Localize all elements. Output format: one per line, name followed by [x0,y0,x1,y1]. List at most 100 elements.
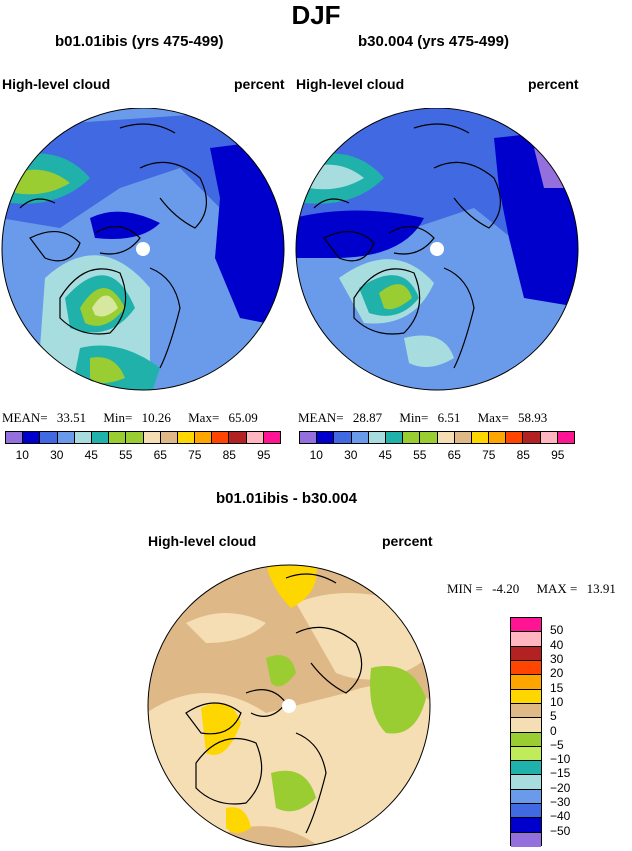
colorbar-tick-label: 0 [550,723,557,738]
colorbar-tick-label: 50 [550,623,564,638]
colorbar-swatch [506,432,524,443]
colorbar-tick-label: 65 [447,448,461,462]
panel-2-max: 58.93 [518,410,548,425]
diff-max-label: MAX = [536,581,578,596]
colorbar-swatch [160,432,178,443]
colorbar-tick-label: 45 [84,448,98,462]
colorbar-tick-label: −10 [550,752,571,767]
panel-2-title: b30.004 (yrs 475-499) [358,33,509,50]
colorbar-swatch [557,432,574,443]
colorbar-swatch [57,432,75,443]
colorbar-tick-label: 10 [550,694,564,709]
colorbar-swatch [511,632,541,647]
panel-2-min: 6.51 [437,410,461,425]
colorbar-swatch [454,432,472,443]
panel-2-stats: MEAN= 28.87 Min= 6.51 Max= 58.93 [298,410,547,426]
colorbar-swatch [511,746,541,762]
colorbar-swatch [109,432,127,443]
colorbar-tick-label: −15 [550,766,571,781]
panel-2-mean: 28.87 [352,410,383,425]
colorbar-swatch [195,432,213,443]
colorbar-swatch [177,432,196,443]
panel-1-colorbar [5,431,281,444]
colorbar-tick-label: 95 [257,448,271,462]
panel-1-variable: High-level cloud [2,76,111,92]
colorbar-swatch [511,675,541,690]
colorbar-tick-label: 30 [50,448,64,462]
colorbar-swatch [334,432,352,443]
colorbar-tick-label: 95 [551,448,565,462]
panel-1-max: 65.09 [228,410,258,425]
panel-1-stats: MEAN= 33.51 Min= 10.26 Max= 65.09 [2,410,258,426]
colorbar-swatch [511,832,541,847]
colorbar-swatch [511,761,541,776]
colorbar-swatch [511,703,541,719]
colorbar-tick-label: 75 [188,448,202,462]
figure-title: DJF [291,0,341,30]
panel-1-min-label: Min= [103,410,133,425]
diff-units: percent [382,533,433,549]
panel-2-units: percent [528,76,579,92]
colorbar-swatch [471,432,490,443]
diff-stats: MIN = -4.20 MAX = 13.91 [447,581,616,597]
colorbar-tick-label: −5 [550,737,564,752]
colorbar-tick-label: 65 [153,448,167,462]
colorbar-tick-label: 30 [550,651,564,666]
colorbar-tick-label: 55 [413,448,427,462]
colorbar-swatch [489,432,507,443]
colorbar-swatch [403,432,421,443]
colorbar-tick-label: 55 [119,448,133,462]
colorbar-swatch [511,618,541,633]
panel-1-title: b01.01ibis (yrs 475-499) [55,33,224,50]
panel-1-mean: 33.51 [56,410,87,425]
diff-max: 13.91 [586,581,616,596]
colorbar-swatch [300,432,318,443]
colorbar-swatch [511,689,541,704]
panel-2-mean-label: MEAN= [298,410,344,425]
colorbar-swatch [40,432,58,443]
panel-1-colorbar-labels: 10 30 45 55 65 75 85 95 [5,448,281,464]
colorbar-swatch [523,432,541,443]
colorbar-swatch [368,432,386,443]
diff-min: -4.20 [492,581,520,596]
colorbar-swatch [511,818,541,833]
colorbar-swatch [126,432,144,443]
colorbar-tick-label: −20 [550,780,571,795]
colorbar-tick-label: 15 [550,680,564,695]
colorbar-swatch [74,432,92,443]
colorbar-tick-label: 40 [550,637,564,652]
colorbar-tick-label: −30 [550,795,571,810]
colorbar-swatch [511,660,541,676]
colorbar-swatch [246,432,264,443]
colorbar-tick-label: 10 [15,448,29,462]
panel-2-map [295,108,579,391]
colorbar-swatch [511,789,541,805]
panel-1-max-label: Max= [188,410,220,425]
panel-2-colorbar-labels: 10 30 45 55 65 75 85 95 [299,448,575,464]
colorbar-swatch [6,432,24,443]
colorbar-swatch [212,432,230,443]
colorbar-swatch [229,432,247,443]
panel-1-units: percent [234,76,285,92]
panel-1-map [1,108,285,391]
colorbar-swatch [511,646,541,661]
diff-title: b01.01ibis - b30.004 [216,490,357,507]
colorbar-tick-label: 45 [378,448,392,462]
diff-variable: High-level cloud [148,533,257,549]
panel-2-max-label: Max= [477,410,509,425]
colorbar-swatch [540,432,558,443]
diff-map [147,564,431,848]
colorbar-swatch [511,732,541,747]
colorbar-swatch [23,432,41,443]
panel-2-variable: High-level cloud [296,76,405,92]
colorbar-swatch [511,775,541,790]
colorbar-tick-label: 85 [222,448,236,462]
panel-1-mean-label: MEAN= [2,410,48,425]
colorbar-swatch [263,432,280,443]
colorbar-swatch [511,718,541,733]
diff-colorbar [510,617,542,847]
diff-min-label: MIN = [447,581,483,596]
diff-colorbar-labels: 50 40 30 20 15 10 5 0 −5 −10 −15 −20 −30 −40 −50 [550,617,610,846]
panel-1-min: 10.26 [141,410,171,425]
colorbar-tick-label: 75 [482,448,496,462]
